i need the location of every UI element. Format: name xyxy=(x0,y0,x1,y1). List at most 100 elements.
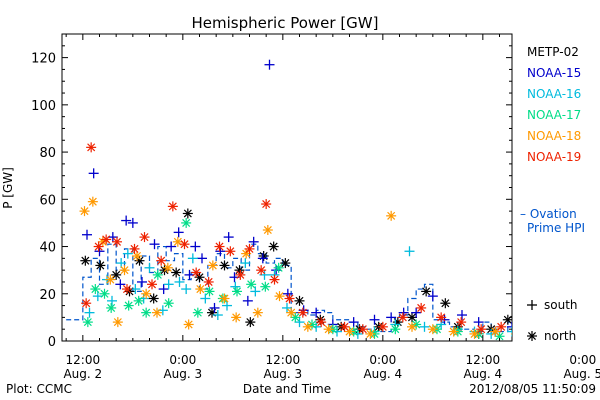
data-point xyxy=(261,199,272,210)
data-point xyxy=(95,260,106,271)
data-point xyxy=(578,324,588,334)
data-point xyxy=(86,142,97,153)
data-point xyxy=(207,260,218,271)
y-tick-label: 120 xyxy=(31,52,56,67)
data-point xyxy=(166,241,177,252)
data-point xyxy=(248,236,259,247)
data-point xyxy=(419,321,430,332)
data-point xyxy=(240,258,251,269)
data-point xyxy=(590,327,600,337)
data-point xyxy=(163,298,174,309)
data-point xyxy=(448,326,459,337)
y-tick-label: 20 xyxy=(39,288,56,303)
footer-left: Plot: CCMC xyxy=(6,382,72,396)
data-point xyxy=(302,321,313,332)
data-point xyxy=(580,298,590,308)
data-point xyxy=(112,236,122,247)
data-point xyxy=(222,300,232,311)
data-point xyxy=(511,333,512,335)
data-point xyxy=(129,243,140,254)
data-point xyxy=(316,317,327,328)
x-tick-label-time: 0:00 xyxy=(169,353,196,367)
legend-symbol-label: north xyxy=(544,329,576,343)
data-point xyxy=(416,302,427,313)
data-point xyxy=(223,232,234,243)
y-tick-label: 40 xyxy=(39,241,56,256)
data-point xyxy=(274,291,285,302)
data-point xyxy=(348,317,359,328)
y-tick-label: 60 xyxy=(39,193,56,208)
data-point xyxy=(235,269,246,280)
data-point xyxy=(162,262,173,273)
data-point xyxy=(82,229,92,240)
legend-symbol-label: south xyxy=(544,298,578,312)
x-tick-label-date: Aug. 3 xyxy=(263,367,302,381)
data-point xyxy=(105,274,116,285)
x-tick-label-time: 0:00 xyxy=(569,353,596,367)
data-point xyxy=(541,244,551,254)
data-point xyxy=(515,329,525,339)
data-point xyxy=(245,317,256,328)
data-point xyxy=(112,317,123,328)
x-tick-label-date: Aug. 2 xyxy=(63,367,102,381)
data-point xyxy=(496,321,507,332)
data-point xyxy=(203,276,214,287)
data-point xyxy=(225,246,236,257)
data-point xyxy=(457,310,467,321)
data-point xyxy=(99,288,110,299)
data-point xyxy=(246,279,257,290)
data-point xyxy=(232,286,242,297)
data-point xyxy=(187,253,198,264)
series-noaa-19 xyxy=(81,142,590,335)
data-point xyxy=(127,217,138,228)
legend-symbol-star xyxy=(527,331,537,341)
data-point xyxy=(456,317,467,328)
data-point xyxy=(262,225,273,236)
ovation-hpi-line xyxy=(66,243,512,333)
data-point xyxy=(386,312,397,323)
data-point xyxy=(526,293,536,303)
data-point xyxy=(106,302,117,313)
data-point xyxy=(507,321,512,332)
data-point xyxy=(532,322,542,332)
data-point xyxy=(167,201,178,212)
legend-entry: NOAA-15 xyxy=(527,66,581,80)
data-point xyxy=(411,307,422,318)
data-point xyxy=(144,262,155,273)
data-point xyxy=(119,265,130,276)
legend-entry: NOAA-19 xyxy=(527,150,581,164)
data-point xyxy=(132,250,142,261)
data-point xyxy=(182,208,193,219)
data-point xyxy=(469,328,480,339)
series-noaa-15 xyxy=(82,59,536,337)
data-point xyxy=(332,326,342,337)
data-point xyxy=(92,291,103,302)
data-point xyxy=(204,286,215,297)
data-point xyxy=(80,255,91,266)
x-axis-label: Date and Time xyxy=(243,382,331,396)
data-point xyxy=(365,328,376,339)
data-point xyxy=(192,307,203,318)
data-point xyxy=(231,312,242,323)
data-point xyxy=(282,302,292,313)
data-point xyxy=(352,328,363,339)
x-tick-label-date: Aug. 4 xyxy=(363,367,402,381)
legend-entry: NOAA-17 xyxy=(527,108,581,122)
data-point xyxy=(190,241,201,252)
data-point xyxy=(179,239,190,250)
data-point xyxy=(156,255,167,266)
data-point xyxy=(256,265,267,276)
data-point xyxy=(297,307,308,318)
data-point xyxy=(121,215,132,226)
data-point xyxy=(107,295,117,306)
x-tick-label-date: Aug. 5 xyxy=(563,367,600,381)
data-point xyxy=(294,317,305,328)
data-point xyxy=(149,239,160,250)
data-point xyxy=(390,324,401,335)
data-point xyxy=(82,317,93,328)
data-point xyxy=(515,277,525,287)
data-point xyxy=(524,319,534,329)
data-point xyxy=(566,315,576,325)
data-point xyxy=(191,267,202,278)
data-point xyxy=(369,314,380,325)
